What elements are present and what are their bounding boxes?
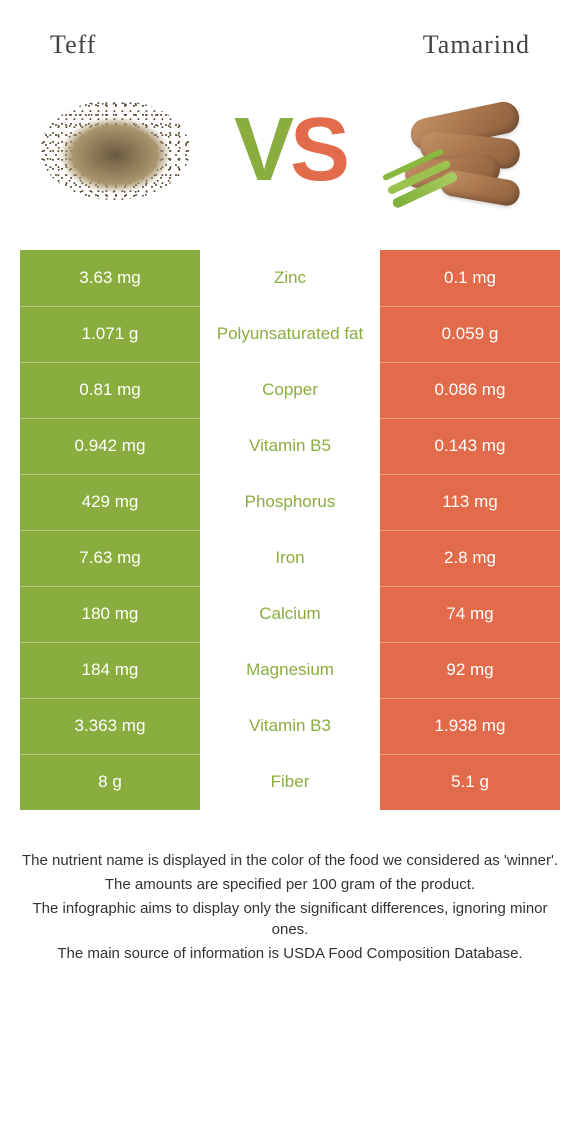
nutrient-table: 3.63 mgZinc0.1 mg1.071 gPolyunsaturated … bbox=[20, 250, 560, 810]
table-row: 1.071 gPolyunsaturated fat0.059 g bbox=[20, 306, 560, 362]
note-line: The infographic aims to display only the… bbox=[20, 898, 560, 942]
left-value: 8 g bbox=[20, 754, 200, 810]
nutrient-label: Copper bbox=[200, 362, 380, 418]
left-value: 180 mg bbox=[20, 586, 200, 642]
right-value: 1.938 mg bbox=[380, 698, 560, 754]
table-row: 184 mgMagnesium92 mg bbox=[20, 642, 560, 698]
left-value: 184 mg bbox=[20, 642, 200, 698]
table-row: 429 mgPhosphorus113 mg bbox=[20, 474, 560, 530]
right-value: 0.086 mg bbox=[380, 362, 560, 418]
left-title: Teff bbox=[50, 30, 96, 60]
table-row: 3.363 mgVitamin B31.938 mg bbox=[20, 698, 560, 754]
hero-row: VS bbox=[0, 70, 580, 250]
nutrient-label: Phosphorus bbox=[200, 474, 380, 530]
teff-image bbox=[30, 80, 200, 220]
vs-label: VS bbox=[234, 105, 346, 195]
table-row: 8 gFiber5.1 g bbox=[20, 754, 560, 810]
nutrient-tbody: 3.63 mgZinc0.1 mg1.071 gPolyunsaturated … bbox=[20, 250, 560, 810]
tamarind-pods-icon bbox=[380, 90, 550, 210]
right-title: Tamarind bbox=[423, 30, 530, 60]
nutrient-label: Polyunsaturated fat bbox=[200, 306, 380, 362]
right-value: 0.1 mg bbox=[380, 250, 560, 306]
nutrient-label: Fiber bbox=[200, 754, 380, 810]
nutrient-label: Magnesium bbox=[200, 642, 380, 698]
right-value: 2.8 mg bbox=[380, 530, 560, 586]
table-row: 0.81 mgCopper0.086 mg bbox=[20, 362, 560, 418]
nutrient-label: Vitamin B3 bbox=[200, 698, 380, 754]
right-value: 0.143 mg bbox=[380, 418, 560, 474]
right-value: 113 mg bbox=[380, 474, 560, 530]
table-row: 7.63 mgIron2.8 mg bbox=[20, 530, 560, 586]
table-row: 180 mgCalcium74 mg bbox=[20, 586, 560, 642]
tamarind-image bbox=[380, 80, 550, 220]
left-value: 7.63 mg bbox=[20, 530, 200, 586]
right-value: 0.059 g bbox=[380, 306, 560, 362]
right-value: 74 mg bbox=[380, 586, 560, 642]
note-line: The main source of information is USDA F… bbox=[20, 943, 560, 965]
vs-v: V bbox=[234, 100, 290, 200]
table-row: 3.63 mgZinc0.1 mg bbox=[20, 250, 560, 306]
comparison-infographic: Teff Tamarind VS 3.63 mgZinc0.1 mg1.071 … bbox=[0, 0, 580, 965]
nutrient-label: Iron bbox=[200, 530, 380, 586]
right-value: 92 mg bbox=[380, 642, 560, 698]
left-value: 0.942 mg bbox=[20, 418, 200, 474]
left-value: 1.071 g bbox=[20, 306, 200, 362]
note-line: The amounts are specified per 100 gram o… bbox=[20, 874, 560, 896]
titles-row: Teff Tamarind bbox=[0, 0, 580, 70]
note-line: The nutrient name is displayed in the co… bbox=[20, 850, 560, 872]
footer-notes: The nutrient name is displayed in the co… bbox=[20, 850, 560, 965]
left-value: 3.63 mg bbox=[20, 250, 200, 306]
vs-s: S bbox=[290, 100, 346, 200]
teff-pile-icon bbox=[40, 90, 190, 210]
nutrient-label: Vitamin B5 bbox=[200, 418, 380, 474]
right-value: 5.1 g bbox=[380, 754, 560, 810]
left-value: 0.81 mg bbox=[20, 362, 200, 418]
table-row: 0.942 mgVitamin B50.143 mg bbox=[20, 418, 560, 474]
nutrient-label: Calcium bbox=[200, 586, 380, 642]
left-value: 3.363 mg bbox=[20, 698, 200, 754]
nutrient-label: Zinc bbox=[200, 250, 380, 306]
left-value: 429 mg bbox=[20, 474, 200, 530]
